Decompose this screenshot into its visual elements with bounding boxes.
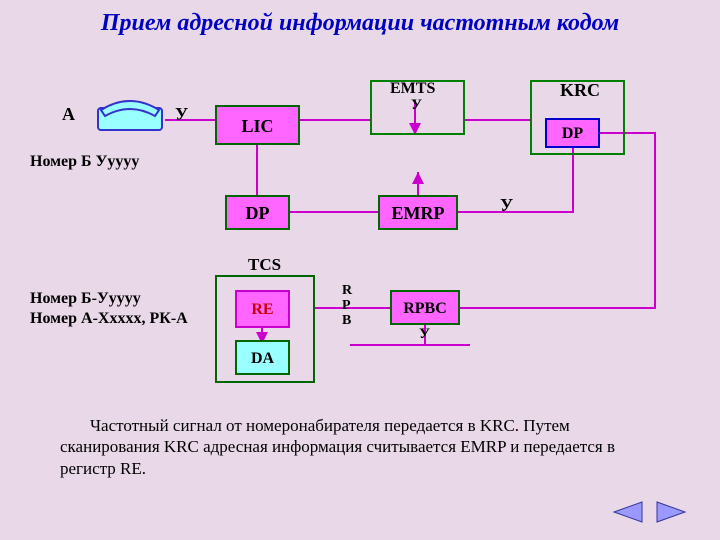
nav-prev-button[interactable] — [610, 500, 644, 524]
box-re: RE — [235, 290, 290, 328]
label-y-emts: У — [411, 97, 422, 114]
nav-next-button[interactable] — [655, 500, 689, 524]
body-text: Частотный сигнал от номеронабирателя пер… — [60, 415, 660, 479]
label-tcs: TCS — [248, 255, 281, 275]
label-emts: EMTS — [390, 80, 435, 98]
label-krc: KRC — [560, 80, 600, 101]
box-dp-top: DP — [545, 118, 600, 148]
body-text-content: Частотный сигнал от номеронабирателя пер… — [60, 416, 615, 478]
label-y-phone: У — [175, 104, 188, 125]
box-emrp: EMRP — [378, 195, 458, 230]
page-title: Прием адресной информации частотным кодо… — [0, 10, 720, 37]
box-dp: DP — [225, 195, 290, 230]
label-y-rpbc: У — [419, 326, 430, 343]
phone-icon — [95, 98, 165, 132]
label-y-emrp: У — [500, 195, 513, 216]
box-rpbc: RPBC — [390, 290, 460, 325]
label-nomer-b: Номер Б Ууууу — [30, 153, 139, 171]
box-lic: LIC — [215, 105, 300, 145]
label-left-note1: Номер Б-Ууууу — [30, 290, 141, 308]
label-rpb: R P B — [342, 283, 352, 328]
label-left-note2: Номер А-Ххххх, РК-А — [30, 310, 188, 328]
box-da: DA — [235, 340, 290, 375]
label-a: А — [62, 104, 75, 125]
